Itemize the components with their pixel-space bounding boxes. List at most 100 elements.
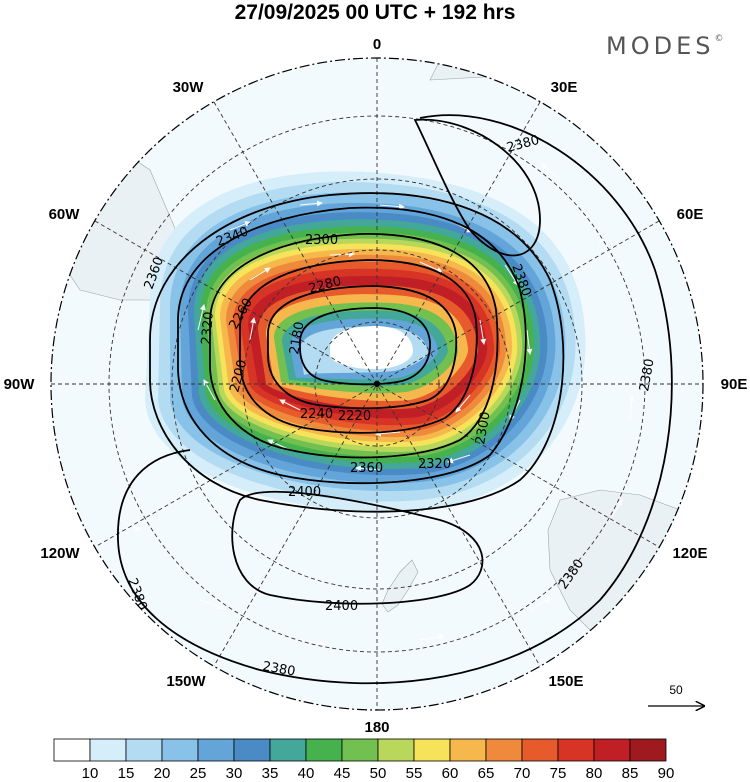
reference-vector: 50 — [648, 683, 704, 706]
wind-vector — [609, 499, 623, 521]
wind-vector — [299, 639, 325, 647]
colorbar-swatch — [593, 738, 631, 762]
colorbar-swatch — [413, 738, 451, 762]
contour-label-2400: 2400 — [288, 485, 321, 500]
wind-vector — [529, 597, 551, 611]
contour-label-2180: 2180 — [287, 320, 308, 355]
colorbar-swatch — [197, 738, 235, 762]
contour-label-2380: 2380 — [637, 357, 658, 392]
contour-2220 — [267, 285, 458, 410]
contour-2360 — [149, 192, 565, 513]
colorbar-tick-label: 80 — [586, 765, 603, 782]
geopotential-contours — [117, 114, 673, 685]
colorbar-swatch — [557, 738, 595, 762]
new-zealand-landmass — [381, 559, 419, 613]
wind-vector — [455, 394, 471, 413]
wind-vector — [419, 633, 445, 641]
colorbar-tick-label: 30 — [226, 765, 243, 782]
colorbar-tick-label: 75 — [550, 765, 567, 782]
contour-2380-loop — [413, 118, 541, 257]
colorbar-tick-label: 60 — [442, 765, 459, 782]
brand-name: MODES — [606, 32, 715, 60]
wind-vector — [504, 264, 519, 286]
lon-label-0: 0 — [373, 36, 381, 53]
contour-label-2320: 2320 — [199, 311, 217, 345]
colorbar-tick-label: 35 — [262, 765, 279, 782]
contour-2340 — [177, 206, 527, 485]
lon-label-90e: 90E — [721, 376, 748, 393]
colorbar-tick-label: 65 — [478, 765, 495, 782]
colorbar-swatch — [305, 738, 343, 762]
wind-vector — [447, 454, 471, 464]
wind-vector — [628, 395, 635, 421]
contour-label-2380: 2380 — [261, 659, 296, 680]
lon-label-30e: 30E — [551, 79, 578, 96]
wind-vector — [197, 304, 206, 331]
reference-vector-label: 50 — [669, 683, 683, 697]
colorbar-swatch — [233, 738, 271, 762]
latitude-circle — [171, 178, 583, 590]
colorbar-tick-label: 25 — [190, 765, 207, 782]
colorbar-swatch — [521, 738, 559, 762]
wind-vector — [355, 465, 381, 472]
wind-vector — [379, 203, 405, 210]
colorbar-tick-label: 40 — [298, 765, 315, 782]
contour-label-2400: 2400 — [325, 599, 358, 614]
pole-marker — [374, 381, 380, 387]
colorbar-tick-label: 20 — [154, 765, 171, 782]
contour-label-2360: 2360 — [350, 461, 383, 476]
colorbar-tick-label: 70 — [514, 765, 531, 782]
contour-2380-outer — [117, 114, 673, 685]
lon-label-120w: 120W — [40, 545, 80, 562]
map-title: 27/09/2025 00 UTC + 192 hrs — [234, 1, 516, 24]
wind-vector — [229, 221, 251, 231]
contour-label-2300: 2300 — [473, 410, 494, 445]
wind-vector — [526, 329, 533, 355]
lon-label-60e: 60E — [677, 206, 704, 223]
colorbar-tick-label: 90 — [658, 765, 675, 782]
colorbar-swatch — [341, 738, 379, 762]
wind-vector — [299, 200, 323, 207]
colorbar-swatch — [89, 738, 127, 762]
colorbar-swatch — [485, 738, 523, 762]
map-border — [50, 57, 704, 711]
lon-label-120e: 120E — [672, 545, 707, 562]
wind-vector — [279, 399, 301, 411]
wind-vector — [203, 379, 216, 401]
lon-label-180: 180 — [364, 719, 389, 736]
contour-label-2240: 2240 — [300, 407, 333, 422]
colorbar-swatch — [449, 738, 487, 762]
contour-2300 — [209, 233, 499, 459]
wind-vector — [249, 317, 257, 341]
wind-vector — [119, 519, 141, 531]
lon-label-90w: 90W — [4, 376, 36, 393]
wind-vector — [599, 237, 611, 261]
colorbar-swatch — [629, 738, 667, 762]
colorbar: 10 15 20 25 30 35 40 45 50 55 60 65 70 75 80 85 90 — [53, 738, 675, 782]
lon-label-150w: 150W — [166, 673, 206, 690]
lon-label-150e: 150E — [548, 673, 583, 690]
wind-vector — [419, 261, 443, 273]
colorbar-swatch — [125, 738, 163, 762]
modes-logo: MODES© — [606, 32, 723, 60]
lon-label-30w: 30W — [173, 79, 205, 96]
lon-label-60w: 60W — [49, 206, 81, 223]
contour-2180 — [299, 307, 431, 386]
colorbar-tick-label: 50 — [370, 765, 387, 782]
contour-label-2220: 2220 — [338, 409, 371, 424]
copyright-mark: © — [714, 34, 724, 44]
colorbar-tick-label: 85 — [622, 765, 639, 782]
map-disk: 2380 2380 2380 2380 2380 2380 2360 2360 … — [51, 58, 703, 710]
colorbar-tick-label: 10 — [82, 765, 99, 782]
colorbar-tick-label: 55 — [406, 765, 423, 782]
colorbar-swatch — [377, 738, 415, 762]
contour-2400 — [231, 490, 484, 605]
contour-2260 — [239, 259, 478, 434]
contour-label-2300: 2300 — [305, 233, 338, 248]
colorbar-tick-label: 15 — [118, 765, 135, 782]
wind-vector — [199, 599, 223, 610]
colorbar-tick-label: 45 — [334, 765, 351, 782]
colorbar-swatch — [161, 738, 199, 762]
contour-label-2320: 2320 — [418, 457, 451, 472]
